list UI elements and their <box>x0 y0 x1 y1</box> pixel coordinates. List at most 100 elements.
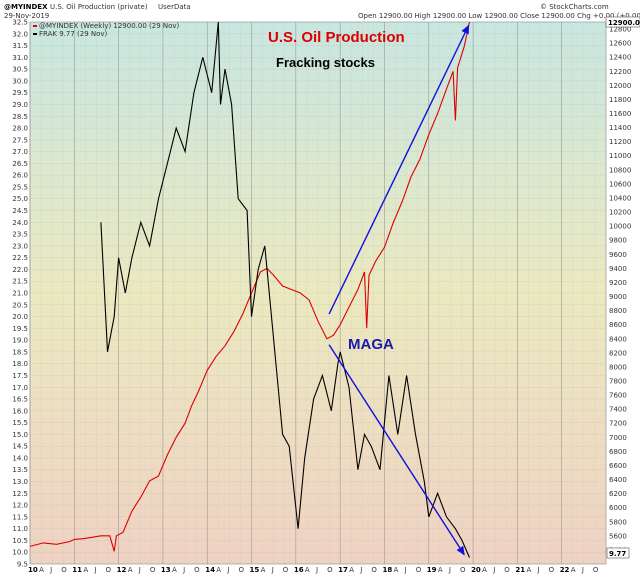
annotation-subtitle: Fracking stocks <box>276 55 375 70</box>
right-tick-label: 9600 <box>609 251 627 259</box>
left-axis: 9.5 10.0 10.5 11.0 11.5 12.0 12.5 13.0 13.5 14.0 1… <box>12 19 28 569</box>
left-tick-label: 11.0 <box>12 525 28 533</box>
left-tick-label: 30.0 <box>12 77 28 85</box>
x-month-label: O <box>549 566 555 574</box>
x-year-label: 21 <box>515 566 525 574</box>
x-month-label: O <box>327 566 333 574</box>
grid-vertical <box>29 22 596 564</box>
x-month-label: J <box>138 566 141 574</box>
left-tick-label: 21.0 <box>12 290 28 298</box>
left-tick-label: 21.5 <box>12 278 28 286</box>
left-tick-label: 29.5 <box>12 89 28 97</box>
x-year-label: 22 <box>560 566 570 574</box>
left-tick-label: 14.5 <box>12 443 28 451</box>
right-tick-label: 7600 <box>609 392 627 400</box>
x-month-label: A <box>128 566 133 574</box>
x-month-label: O <box>593 566 599 574</box>
right-tick-label: 10000 <box>609 223 631 231</box>
left-tick-label: 24.5 <box>12 207 28 215</box>
symbol-description: U.S. Oil Production (private) <box>50 3 148 11</box>
left-tick-label: 22.0 <box>12 266 28 274</box>
x-month-label: A <box>394 566 399 574</box>
x-year-label: 13 <box>161 566 171 574</box>
annotation-title: U.S. Oil Production <box>268 29 405 46</box>
right-tick-label: 9200 <box>609 279 627 287</box>
left-tick-label: 26.5 <box>12 160 28 168</box>
x-month-label: J <box>182 566 185 574</box>
right-axis: 5400560058006000620064006600680070007200… <box>609 26 631 555</box>
left-tick-label: 22.5 <box>12 254 28 262</box>
left-tick-label: 18.5 <box>12 348 28 356</box>
right-tick-label: 10600 <box>609 180 631 188</box>
x-month-label: A <box>305 566 310 574</box>
watermark: © StockCharts.com <box>540 3 609 11</box>
right-tick-label: 10200 <box>609 209 631 217</box>
left-tick-label: 17.5 <box>12 372 28 380</box>
right-tick-label: 10400 <box>609 194 631 202</box>
grid-horizontal <box>30 21 606 565</box>
x-month-label: A <box>39 566 44 574</box>
left-tick-label: 25.5 <box>12 183 28 191</box>
x-month-label: O <box>371 566 377 574</box>
right-tick-label: 8000 <box>609 363 627 371</box>
right-tick-label: 8200 <box>609 349 627 357</box>
left-tick-label: 11.5 <box>12 513 28 521</box>
x-axis: 10 11 12 13 14 15 16 17 18 19 20 21 22A J O A J O A J O A J O A J… <box>28 566 599 574</box>
left-tick-label: 31.0 <box>12 54 28 62</box>
left-tick-label: 19.5 <box>12 325 28 333</box>
series-line-frak <box>100 21 471 558</box>
right-tick-label: 9400 <box>609 265 627 273</box>
left-tick-label: 30.5 <box>12 66 28 74</box>
x-month-label: A <box>261 566 266 574</box>
left-tick-label: 28.0 <box>12 125 28 133</box>
trend-arrow-down <box>328 344 465 556</box>
x-year-label: 15 <box>250 566 260 574</box>
x-year-label: 11 <box>72 566 82 574</box>
left-tick-label: 23.5 <box>12 231 28 239</box>
right-tick-label: 6000 <box>609 504 627 512</box>
legend: @MYINDEX (Weekly) 12900.00 (29 Nov) FRAK… <box>33 22 180 38</box>
left-tick-label: 14.0 <box>12 454 28 462</box>
right-tick-label: 11600 <box>609 110 631 118</box>
x-year-label: 19 <box>427 566 437 574</box>
left-tick-label: 27.0 <box>12 148 28 156</box>
x-month-label: J <box>49 566 52 574</box>
left-tick-label: 27.5 <box>12 136 28 144</box>
x-month-label: J <box>315 566 318 574</box>
x-year-label: 20 <box>471 566 481 574</box>
right-tick-label: 12200 <box>609 68 631 76</box>
right-tick-label: 8800 <box>609 307 627 315</box>
right-tick-label: 7000 <box>609 434 627 442</box>
right-tick-label: 11800 <box>609 96 631 104</box>
right-tick-label: 11000 <box>609 152 631 160</box>
x-year-label: 16 <box>294 566 304 574</box>
x-month-label: A <box>526 566 531 574</box>
right-tick-label: 6200 <box>609 490 627 498</box>
left-tick-label: 10.0 <box>12 549 28 557</box>
right-tick-label: 9800 <box>609 237 627 245</box>
x-year-label: 10 <box>28 566 38 574</box>
x-month-label: O <box>283 566 289 574</box>
x-year-label: 14 <box>205 566 215 574</box>
x-month-label: O <box>61 566 67 574</box>
right-tick-label: 12600 <box>609 40 631 48</box>
trend-arrow-up <box>328 24 470 315</box>
right-tick-label: 8400 <box>609 335 627 343</box>
x-month-label: O <box>150 566 156 574</box>
right-tick-label: 8600 <box>609 321 627 329</box>
x-month-label: J <box>404 566 407 574</box>
right-tick-label: 9000 <box>609 293 627 301</box>
x-month-label: J <box>359 566 362 574</box>
x-month-label: J <box>448 566 451 574</box>
x-year-label: 17 <box>338 566 348 574</box>
right-tick-label: 6400 <box>609 476 627 484</box>
right-tick-label: 12400 <box>609 54 631 62</box>
x-month-label: J <box>537 566 540 574</box>
x-month-label: O <box>460 566 466 574</box>
right-tick-label: 12000 <box>609 82 631 90</box>
right-tick-label: 7800 <box>609 377 627 385</box>
left-tick-label: 29.0 <box>12 101 28 109</box>
source-label: UserData <box>158 3 191 11</box>
left-tick-label: 12.5 <box>12 490 28 498</box>
last-value-left: 9.77 <box>609 550 626 558</box>
